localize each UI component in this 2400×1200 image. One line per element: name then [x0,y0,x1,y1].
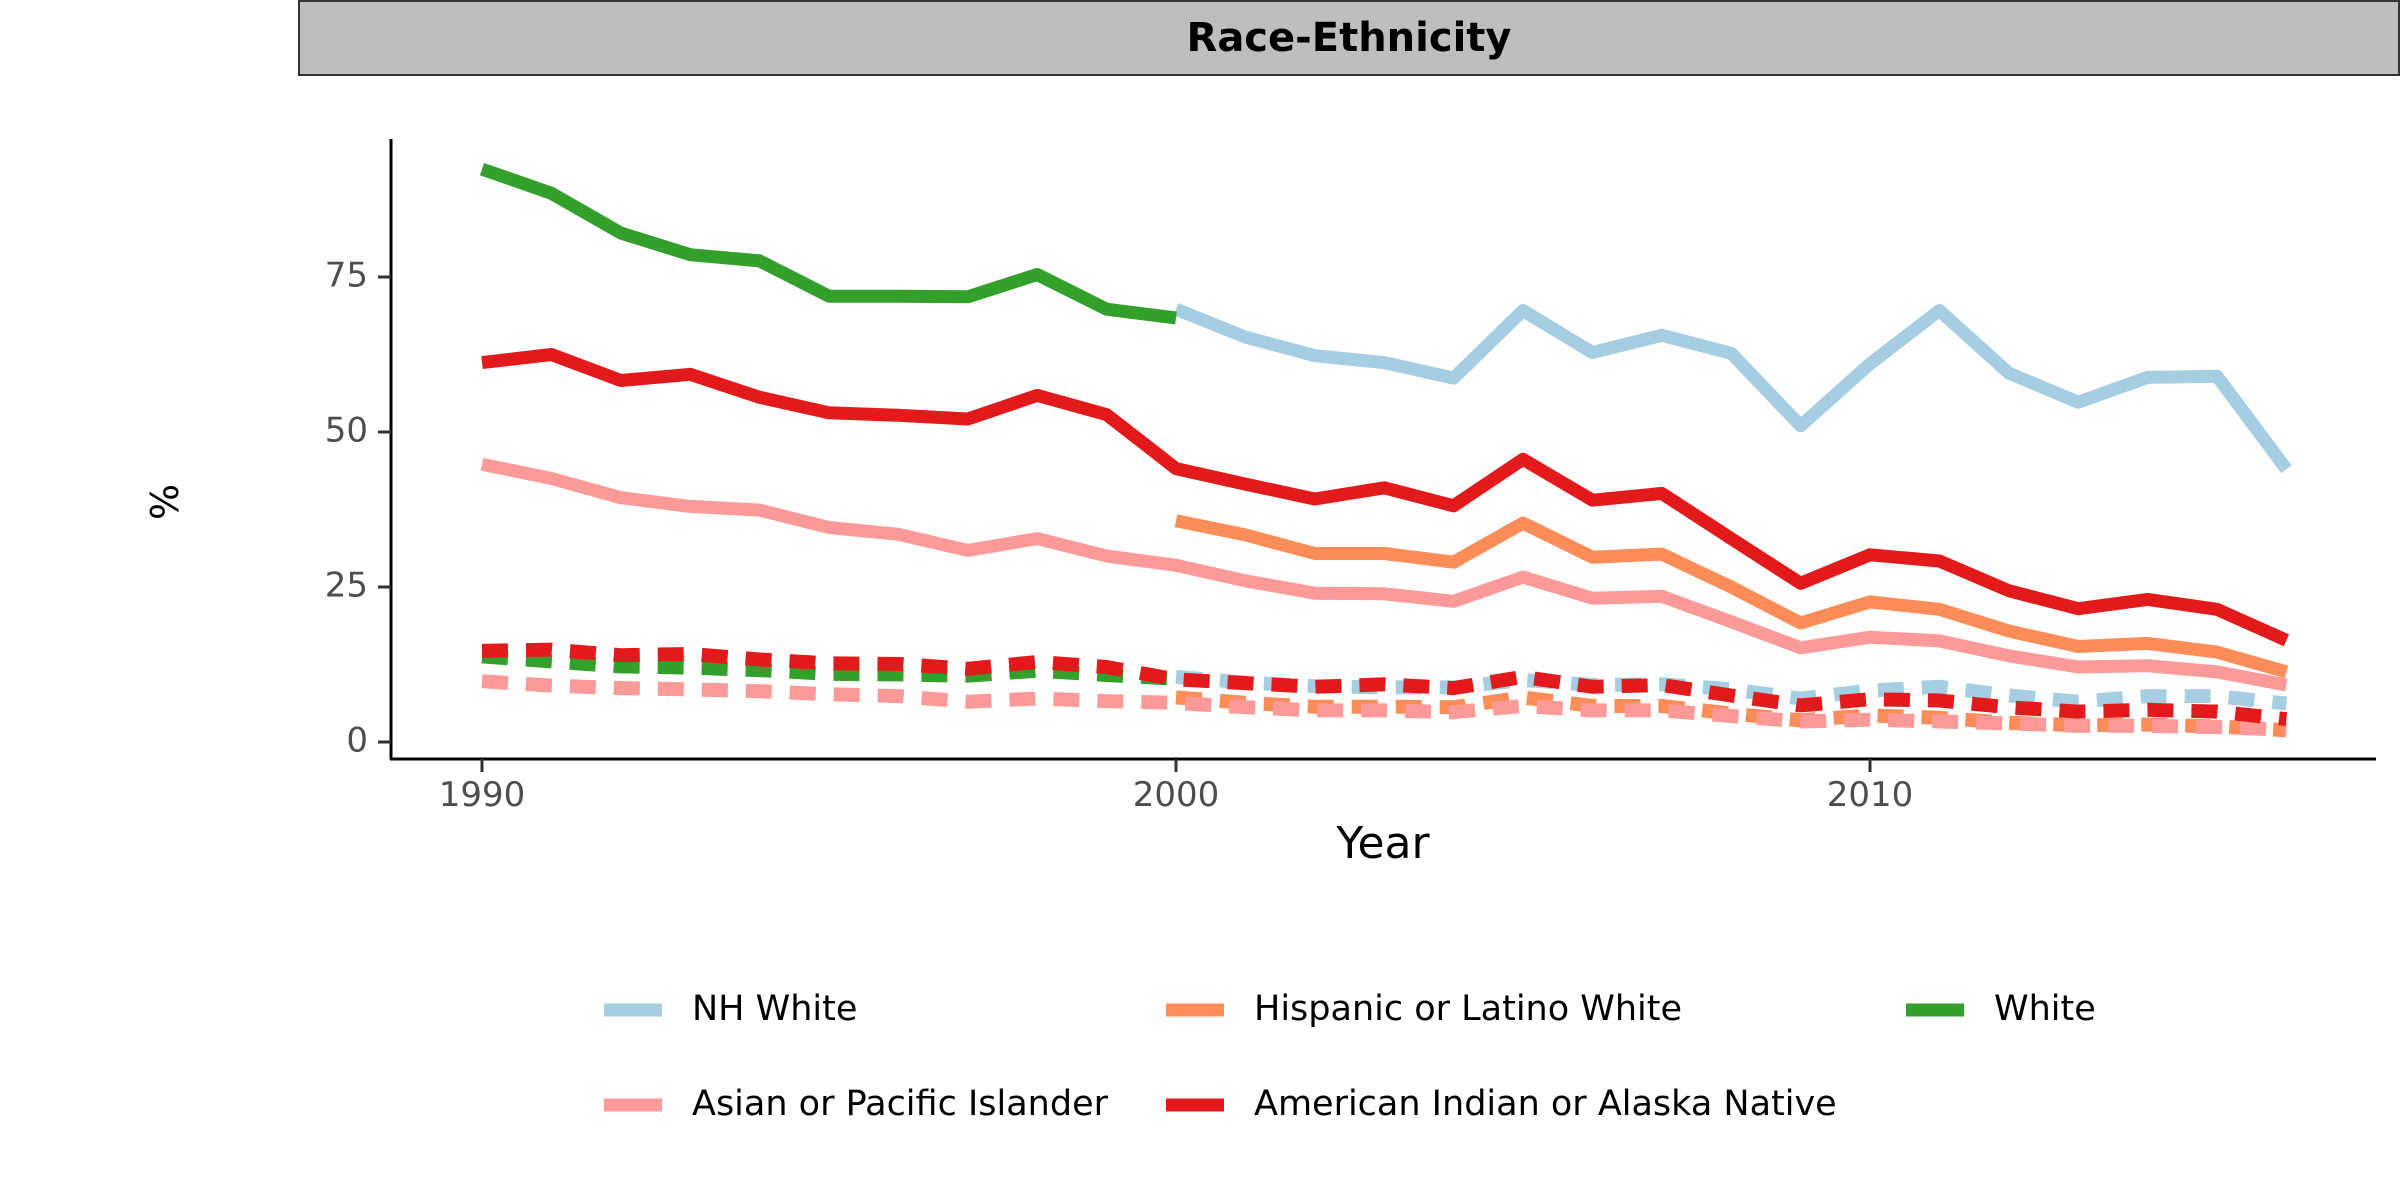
series-layer [479,162,2292,738]
legend-label: NH White [692,989,857,1029]
legend-item-white: White [1906,989,2096,1029]
legend-label: Asian or Pacific Islander [692,1084,1109,1124]
y-axis-title: % [143,484,187,520]
x-ticks: 1990 2000 2010 [439,759,1914,815]
y-tick-label: 25 [325,566,368,606]
chart-title: Race-Ethnicity [1187,15,1512,61]
series-line-dotted-hispanic-or-latino-white [1175,690,2287,738]
legend-label: White [1994,989,2096,1029]
facet-strip-background [298,0,2400,76]
legend-item-nh-white: NH White [604,989,857,1029]
legend-label: American Indian or Alaska Native [1254,1084,1837,1124]
series-line-hispanic-or-latino-white [1174,514,2289,679]
x-axis-title: Year [1335,818,1430,869]
series-line-asian-or-pacific-islander [480,457,2288,692]
x-tick-label: 2010 [1827,775,1914,815]
axes: 0 25 50 75 1990 2000 2010 [325,139,2376,815]
legend-item-asian-or-pacific-islander: Asian or Pacific Islander [604,1084,1109,1124]
legend-item-american-indian-or-alaska-native: American Indian or Alaska Native [1166,1084,1837,1124]
series-line-american-indian-or-alaska-native [481,348,2290,647]
legend-item-hispanic-or-latino-white: Hispanic or Latino White [1166,989,1682,1029]
series-line-dotted-american-indian-or-alaska-native [481,642,2288,727]
series-line-dotted-white [481,649,1177,686]
x-tick-label: 2000 [1133,775,1220,815]
y-ticks: 0 25 50 75 [325,256,391,761]
legend-label: Hispanic or Latino White [1254,989,1682,1029]
facet-strip: Race-Ethnicity [298,0,2400,76]
x-tick-label: 1990 [439,775,526,815]
series-line-nh-white [1173,303,2292,474]
y-tick-label: 0 [346,721,368,761]
y-tick-label: 50 [325,411,368,451]
series-line-dotted-asian-or-pacific-islander [481,674,2287,737]
series-line-white [479,162,1177,325]
y-tick-label: 75 [325,256,368,296]
legend: NH White Hispanic or Latino White White Asi… [604,989,2096,1124]
